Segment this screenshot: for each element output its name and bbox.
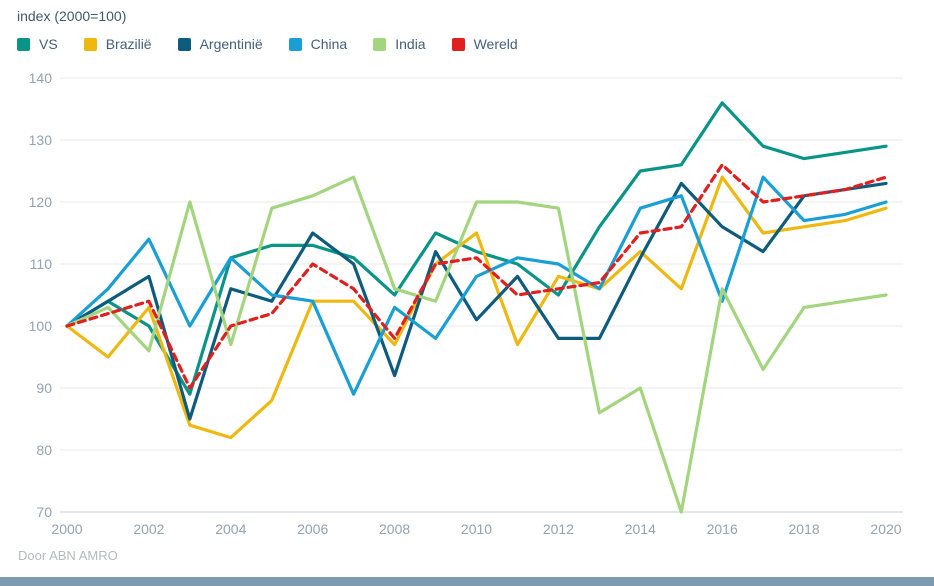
legend-swatch-vs [17, 37, 30, 51]
series-line-brazilie- [65, 175, 888, 440]
series-line-china [65, 175, 888, 396]
x-tick-label-2020: 2020 [870, 521, 901, 537]
x-tick-label-2008: 2008 [379, 521, 410, 537]
x-tick-label-2006: 2006 [297, 521, 328, 537]
x-tick-label-2004: 2004 [215, 521, 246, 537]
legend-item-vs[interactable]: VS [17, 36, 58, 52]
legend-label: Wereld [473, 36, 518, 52]
x-tick-label-2018: 2018 [789, 521, 820, 537]
series-line-wereld [65, 163, 888, 390]
legend-item-argentinie-[interactable]: Argentinië [177, 36, 263, 52]
legend-label: VS [39, 36, 58, 52]
legend-item-wereld[interactable]: Wereld [451, 36, 518, 52]
legend-swatch-brazilie- [83, 37, 97, 51]
y-tick-label-100: 100 [29, 318, 53, 334]
legend-item-brazilie-[interactable]: Brazilië [83, 36, 152, 52]
x-tick-label-2012: 2012 [543, 521, 574, 537]
y-tick-label-90: 90 [36, 380, 52, 396]
legend-item-china[interactable]: China [288, 36, 348, 52]
y-tick-label-130: 130 [29, 132, 53, 148]
accent-bottom-bar [0, 577, 934, 586]
series-line-india [65, 175, 888, 514]
legend: VS Brazilië Argentinië China India Wereld [17, 36, 518, 52]
chart-title: index (2000=100) [17, 8, 127, 24]
series-line-argentinie- [65, 181, 888, 421]
x-tick-label-2000: 2000 [51, 521, 82, 537]
legend-swatch-wereld [451, 37, 465, 51]
legend-label: Brazilië [105, 36, 152, 52]
legend-item-india[interactable]: India [373, 36, 426, 52]
series-line-vs [65, 101, 888, 396]
x-tick-label-2014: 2014 [625, 521, 656, 537]
legend-swatch-argentinie- [177, 37, 191, 51]
legend-swatch-india [373, 37, 387, 51]
x-tick-label-2010: 2010 [461, 521, 492, 537]
legend-label: India [395, 36, 426, 52]
legend-swatch-china [288, 37, 302, 51]
line-chart: 70 80 90 100 110 120 130 140 2000 2002 2004 2006 200… [29, 70, 903, 537]
y-tick-label-140: 140 [29, 70, 53, 86]
legend-label: China [310, 36, 348, 52]
y-tick-label-70: 70 [36, 504, 52, 520]
y-tick-label-80: 80 [36, 442, 52, 458]
y-tick-label-110: 110 [30, 256, 53, 272]
x-tick-label-2016: 2016 [707, 521, 738, 537]
legend-label: Argentinië [199, 36, 263, 52]
x-tick-label-2002: 2002 [133, 521, 164, 537]
y-tick-label-120: 120 [29, 194, 53, 210]
chart-credit: Door ABN AMRO [18, 548, 118, 563]
